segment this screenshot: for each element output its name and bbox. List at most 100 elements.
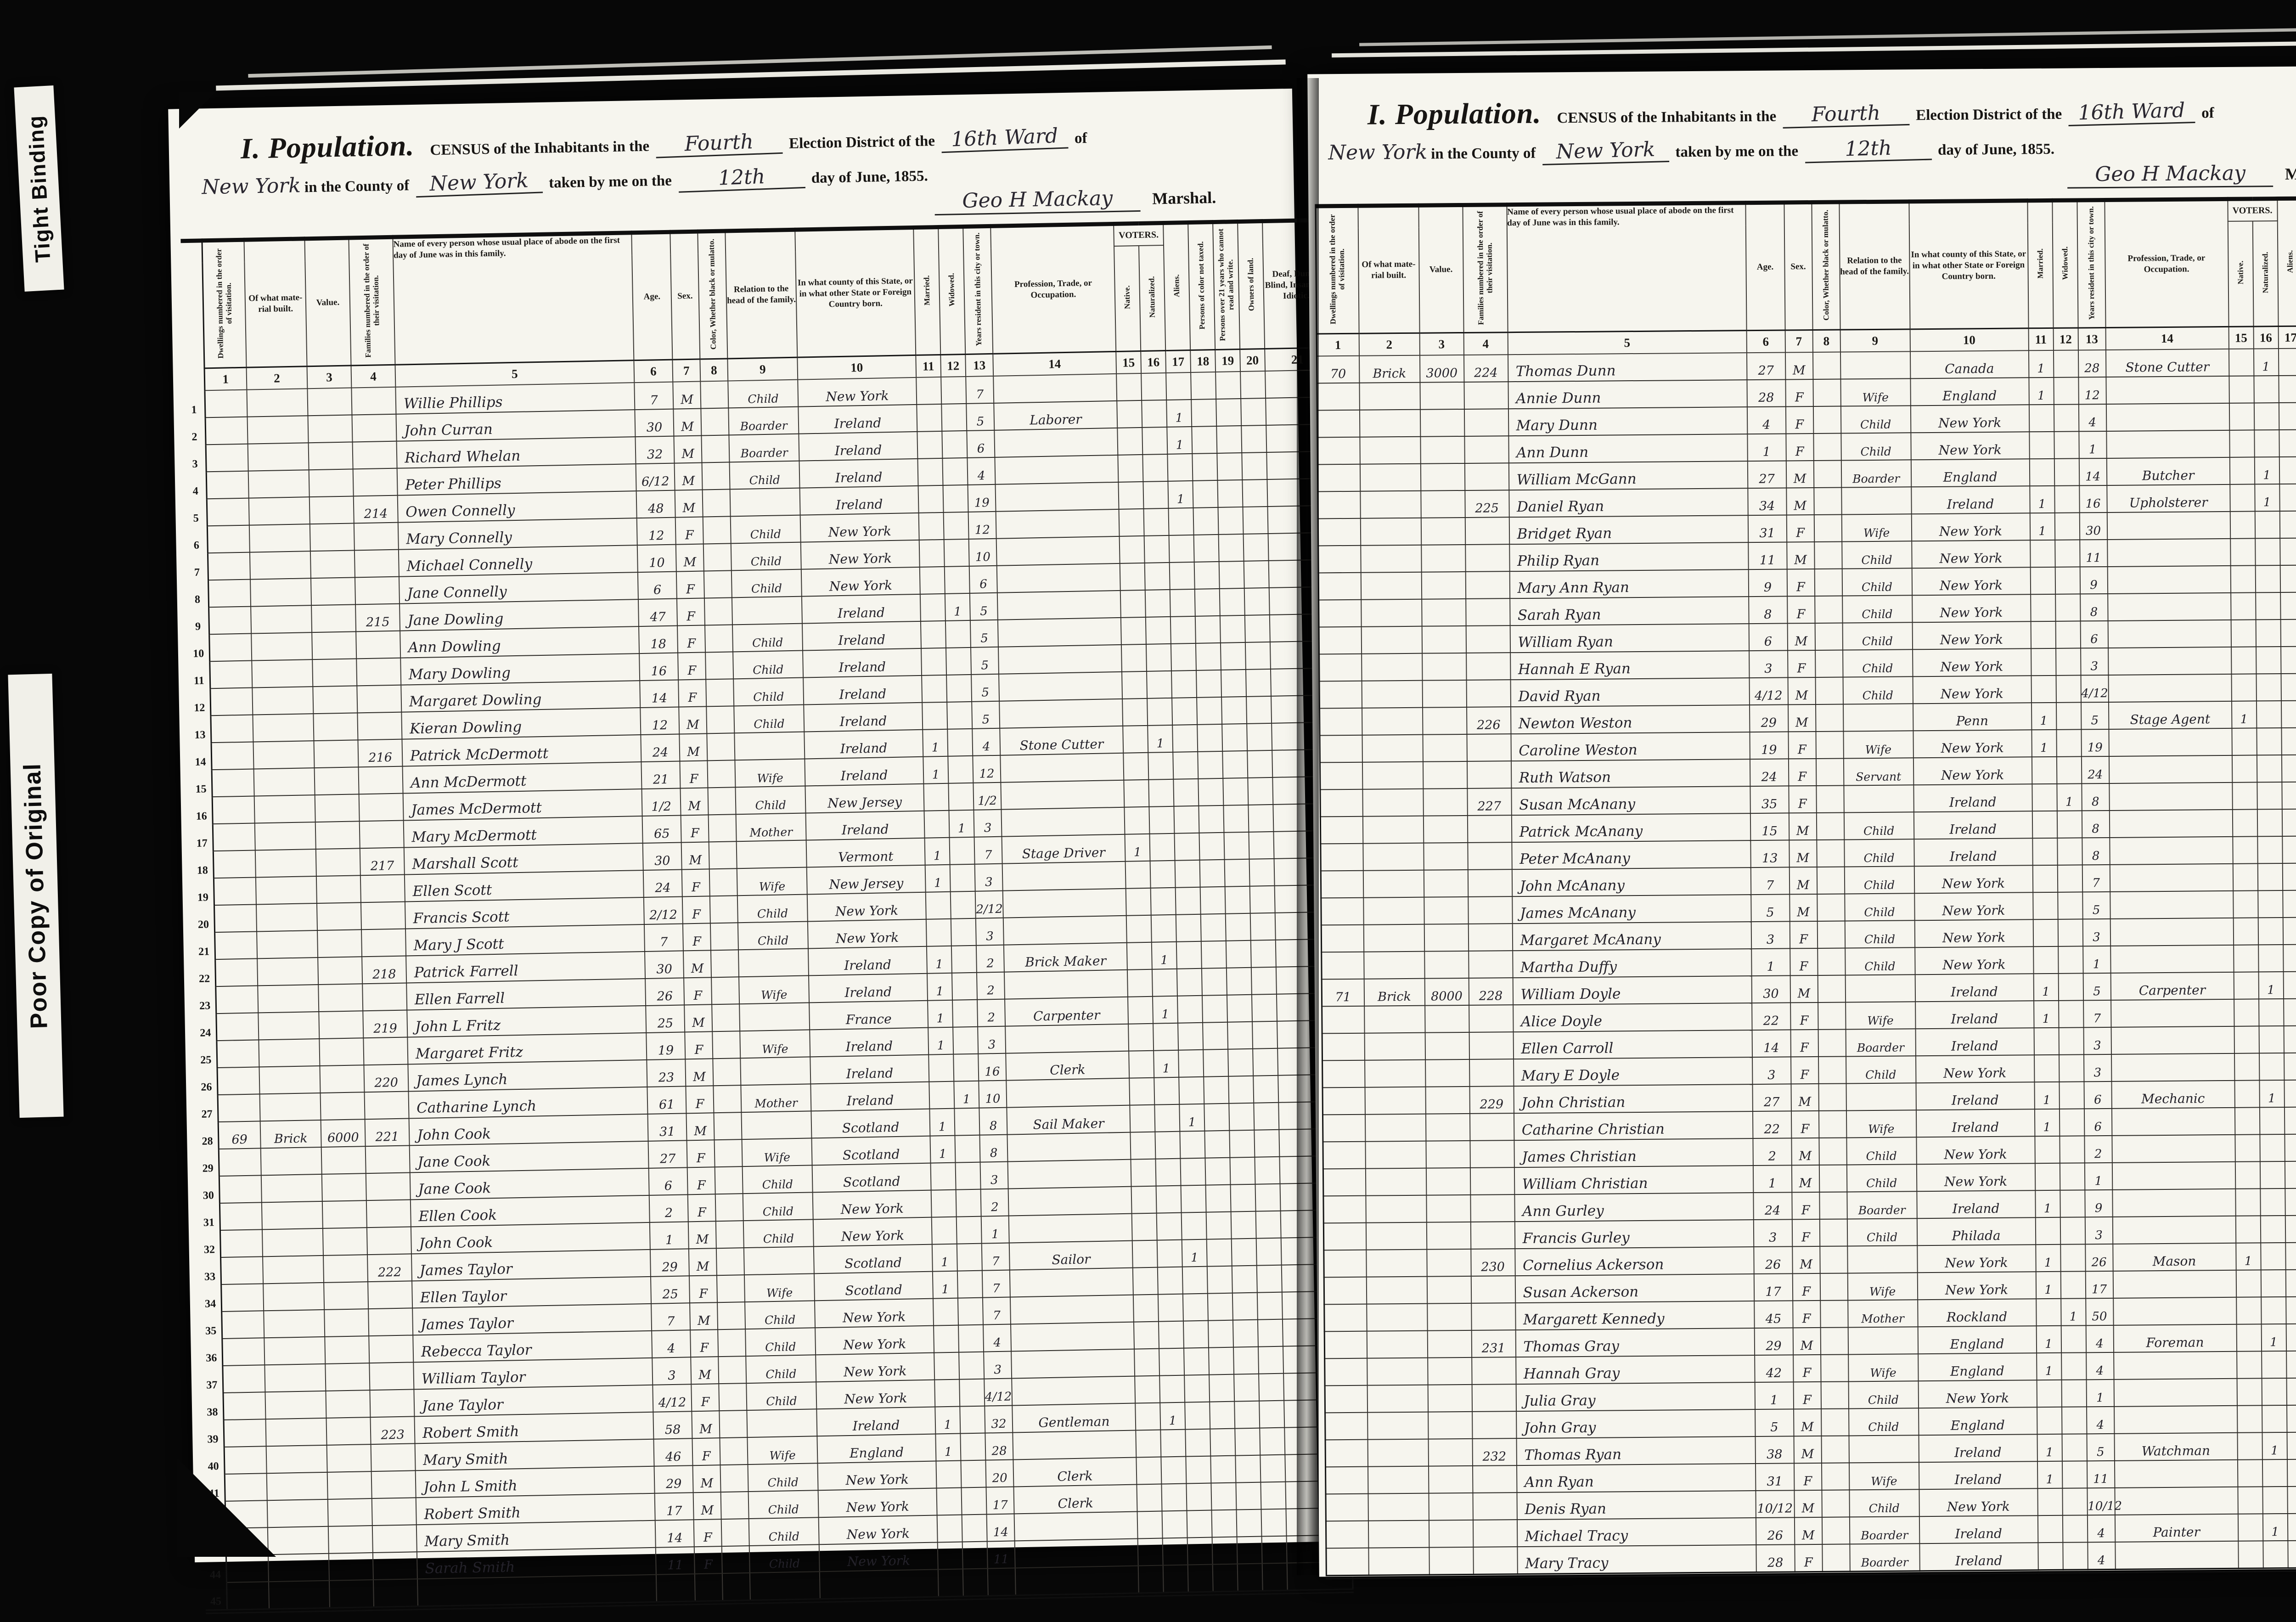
voter-naturalized (1157, 1267, 1183, 1295)
family-number: 219 (363, 1010, 408, 1038)
age: 3 (652, 1357, 692, 1385)
value (1422, 734, 1467, 762)
widowed (2056, 756, 2082, 784)
years-resident: 4 (967, 457, 996, 485)
value (326, 1444, 371, 1472)
widowed (960, 1433, 986, 1461)
column-header-label: Married. (922, 275, 932, 306)
years-resident: 4 (2087, 1542, 2116, 1571)
voter-native (1120, 563, 1145, 591)
census-page-left: I. Population. CENSUS of the Inhabitants … (168, 88, 1354, 1614)
sex: M (690, 1302, 718, 1330)
voter-native (2234, 1107, 2260, 1135)
name: Ann Dunn (1508, 434, 1748, 463)
alien (2286, 1324, 2296, 1351)
voter-naturalized (1147, 698, 1173, 726)
family-number (1471, 1303, 1516, 1330)
married (929, 1054, 954, 1082)
family-number: 225 (1464, 490, 1509, 518)
marshal-signature: Geo H Mackay (934, 186, 1141, 216)
column-header-label: Married. (2035, 248, 2045, 279)
widowed (945, 620, 971, 648)
years-resident: 7 (974, 836, 1002, 864)
relation: Child (1846, 1164, 1917, 1192)
family-number (1464, 436, 1509, 463)
voter-native (2229, 430, 2255, 457)
sex: F (682, 896, 710, 924)
dwelling-number (211, 742, 254, 770)
dwelling-number (1318, 599, 1362, 627)
dwelling-number (1317, 410, 1360, 438)
cannot-read-write (1234, 1401, 1260, 1429)
alien (2282, 836, 2296, 863)
owner-of-land (1244, 587, 1270, 615)
voter-naturalized (1158, 1294, 1183, 1322)
voter-native (2231, 728, 2257, 755)
alien (1182, 1266, 1208, 1294)
occupation (999, 671, 1123, 701)
married: 1 (2033, 973, 2059, 1001)
voter-native (1134, 1348, 1160, 1376)
birthplace: Penn (1913, 703, 2032, 731)
dwelling-number (1320, 789, 1363, 817)
family-number (360, 874, 405, 903)
owner-of-land (1253, 1048, 1278, 1076)
years-resident: 7 (2083, 1000, 2111, 1028)
name: William Ryan (1510, 624, 1749, 653)
material (250, 578, 312, 607)
age: 2 (1752, 1138, 1792, 1166)
age: 35 (1750, 786, 1789, 814)
voter-naturalized (1148, 752, 1174, 780)
years-resident: 24 (2081, 756, 2109, 784)
family-number (1469, 1032, 1514, 1059)
dwelling-number (216, 1013, 259, 1041)
cannot-read-write (1237, 1563, 1263, 1593)
row-number: 16 (191, 797, 213, 825)
years-resident: 3 (975, 918, 1004, 946)
material (1360, 518, 1421, 546)
alien (2287, 1486, 2296, 1514)
value (1423, 815, 1468, 843)
color (701, 435, 730, 463)
cannot-read-write (1218, 534, 1244, 562)
years-resident: 7 (982, 1270, 1010, 1298)
widowed (958, 1324, 984, 1352)
age: 21 (641, 761, 681, 789)
birthplace: Ireland (1915, 974, 2034, 1002)
voter-naturalized (1159, 1375, 1185, 1403)
widowed (2057, 865, 2082, 892)
color (1819, 1219, 1847, 1246)
relation: Child (748, 1517, 819, 1546)
relation: Child (730, 515, 801, 544)
value (1426, 1222, 1471, 1250)
birthplace: Ireland (1913, 811, 2032, 839)
city-handwritten: New York (201, 174, 301, 199)
family-number: 223 (370, 1416, 415, 1445)
material (1364, 1059, 1426, 1087)
relation: Boarder (1849, 1543, 1920, 1573)
family-number (1466, 625, 1510, 653)
column-header-married: Married. (2027, 200, 2054, 328)
color (720, 1492, 749, 1520)
sex: F (682, 923, 711, 951)
material (265, 1418, 327, 1447)
widowed (2054, 513, 2080, 540)
age: 29 (1754, 1328, 1793, 1356)
occupation (2105, 376, 2229, 404)
material (1367, 1357, 1428, 1385)
voter-naturalized (2258, 917, 2283, 945)
voter-native (1130, 1132, 1156, 1160)
material (1367, 1330, 1428, 1358)
material (248, 470, 310, 498)
cannot-read-write (1237, 1536, 1262, 1564)
alien (2279, 456, 2296, 484)
ward-handwritten: 16th Ward (2068, 98, 2195, 127)
material (253, 714, 314, 742)
occupation (998, 644, 1122, 674)
family-number: 216 (358, 739, 403, 767)
relation: Child (1846, 1137, 1917, 1165)
age: 30 (635, 409, 674, 437)
name: Patrick McAnany (1511, 813, 1750, 843)
widowed: 1 (954, 1081, 979, 1109)
column-number: 12 (940, 354, 966, 377)
